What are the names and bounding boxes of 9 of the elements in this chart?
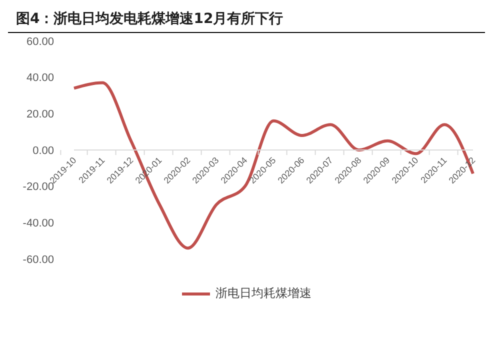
y-tick-label: 60.00 — [26, 36, 54, 48]
y-tick-label: 40.00 — [26, 72, 54, 84]
y-tick-label: 0.00 — [32, 144, 54, 157]
y-tick-label: 20.00 — [26, 108, 54, 121]
chart-title: 图4：浙电日均发电耗煤增速12月有所下行 — [8, 8, 485, 33]
legend-label: 浙电日均耗煤增速 — [214, 285, 312, 302]
y-tick-label: -60.00 — [22, 254, 54, 266]
y-tick-label: -40.00 — [22, 218, 54, 230]
y-tick-label: -20.00 — [22, 181, 54, 194]
